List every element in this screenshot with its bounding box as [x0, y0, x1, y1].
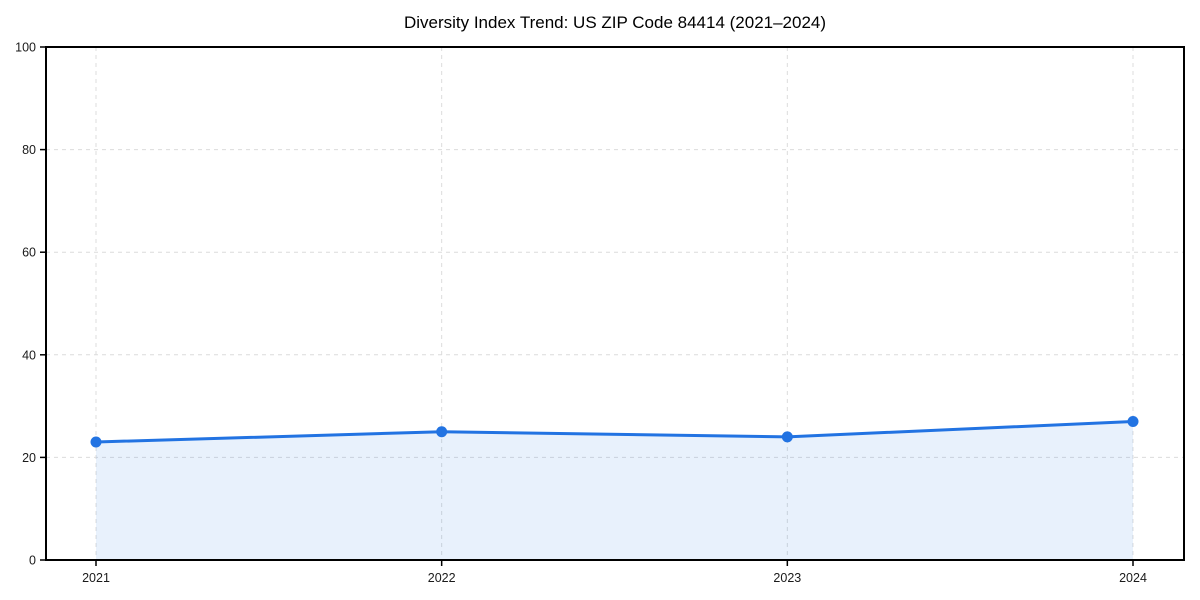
- trend-line: [94, 419, 1135, 444]
- y-tick-label: 80: [22, 143, 36, 157]
- plot-frame: [45, 46, 1185, 561]
- data-point-marker: [781, 431, 793, 443]
- y-tick-label: 60: [22, 246, 36, 260]
- x-tick-label: 2022: [428, 571, 456, 585]
- area-fill: [96, 421, 1133, 560]
- data-point-marker: [1127, 415, 1139, 427]
- chart-title: Diversity Index Trend: US ZIP Code 84414…: [403, 13, 827, 32]
- data-point-marker: [90, 436, 102, 448]
- x-tick-label: 2024: [1119, 571, 1147, 585]
- x-tick-label: 2023: [773, 571, 801, 585]
- y-tick-label: 40: [22, 348, 36, 362]
- y-tick-label: 100: [15, 41, 36, 55]
- x-tick-label: 2021: [82, 571, 110, 585]
- data-point-marker: [436, 426, 448, 438]
- y-tick-label: 0: [29, 554, 36, 568]
- y-tick-label: 20: [22, 451, 36, 465]
